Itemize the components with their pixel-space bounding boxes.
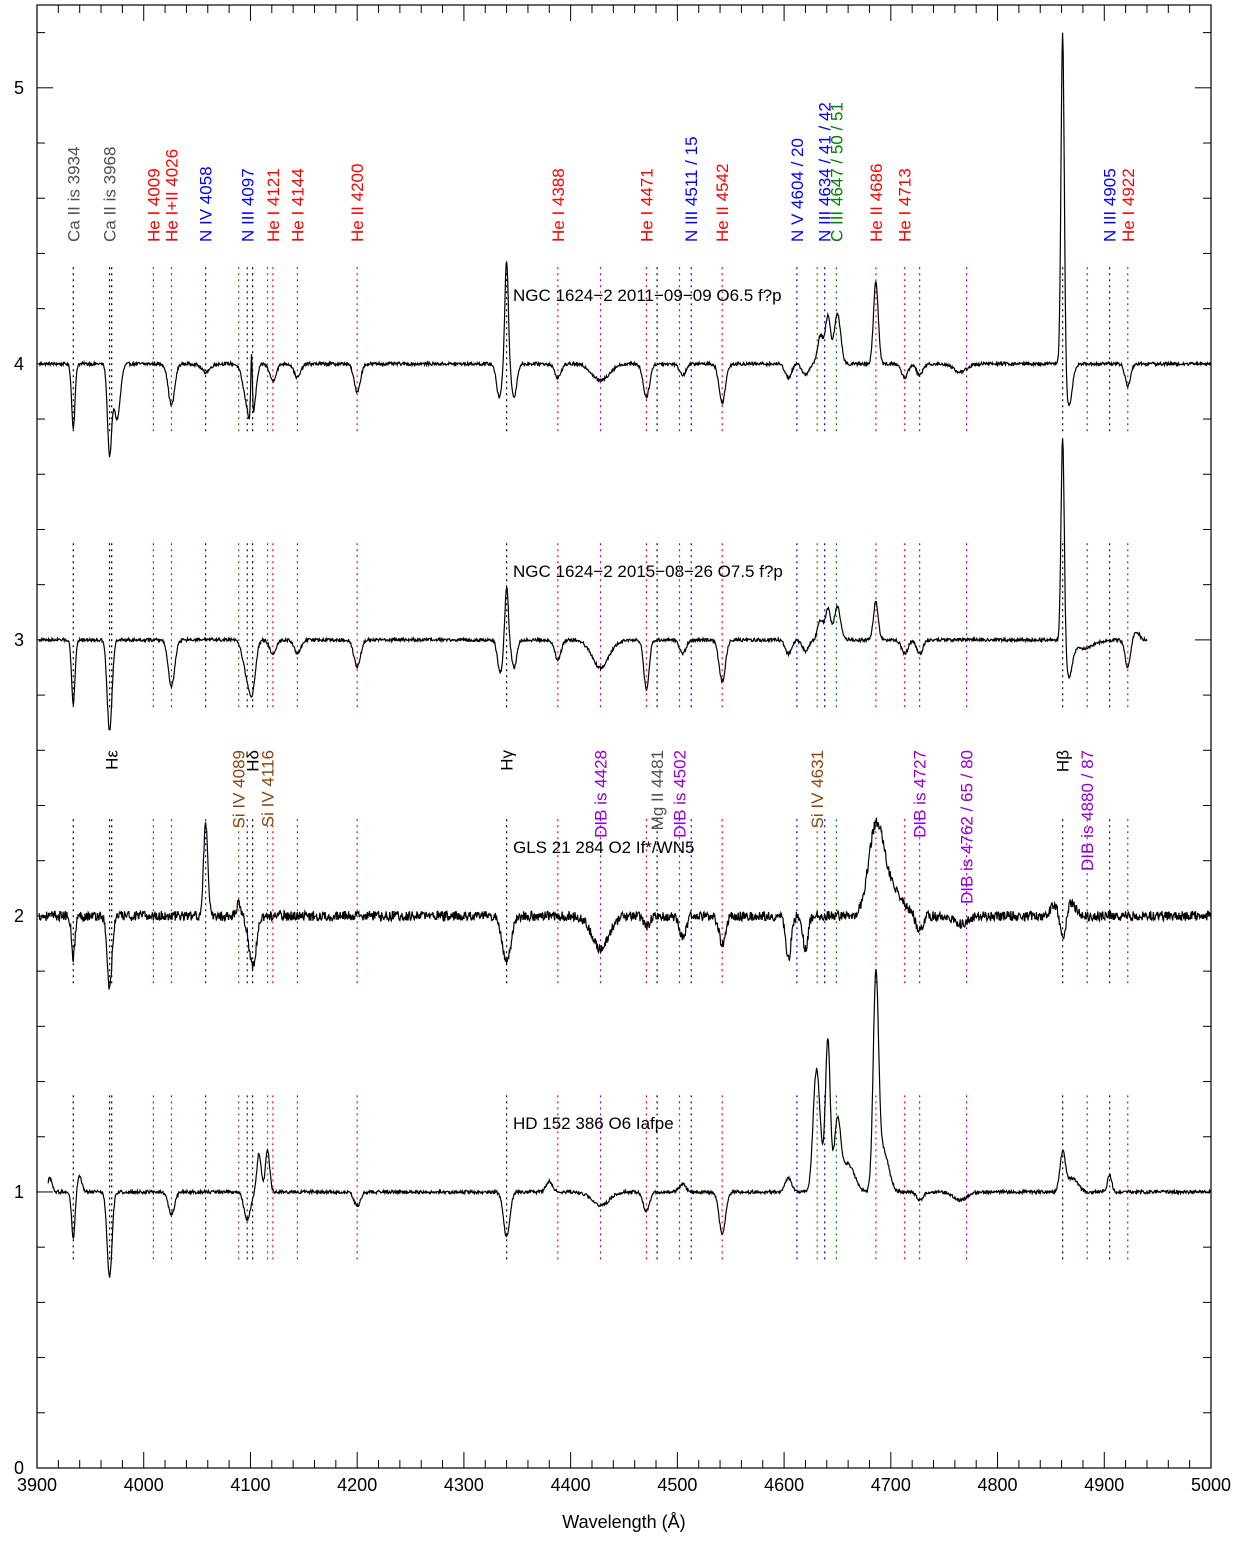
top-line-label: N III 4097 [238,168,257,242]
x-tick-label: 4800 [978,1475,1018,1495]
y-tick-label: 2 [14,906,24,926]
x-tick-label: 4700 [871,1475,911,1495]
top-line-label: He I 4713 [896,168,915,242]
series-titles: NGC 1624−2 2011−09−09 O6.5 f?p NGC 1624−2… [513,286,783,1133]
bottom-line-label: Si IV 4116 [259,750,278,827]
top-line-label: He II 4542 [713,164,732,242]
top-line-label: He I 4388 [549,168,568,242]
bottom-line-label: Si IV 4089 [230,750,249,828]
top-line-label: Ca II is 3968 [101,147,120,242]
top-line-label: Ca II is 3934 [64,147,83,242]
top-line-label: He I 4144 [288,168,307,242]
bottom-line-label: Hε [103,750,122,770]
top-line-label: He I 4471 [637,168,656,242]
spectrum-line [38,438,1148,731]
x-tick-label: 5000 [1191,1475,1231,1495]
y-tick-label: 4 [14,354,24,374]
x-tick-label: 4600 [764,1475,804,1495]
y-tick-label: 0 [14,1458,24,1478]
x-tick-label: 4500 [657,1475,697,1495]
series-title: NGC 1624−2 2011−09−09 O6.5 f?p [513,286,782,305]
bottom-line-label: DIB is 4880 / 87 [1078,750,1097,871]
x-tick-label: 4400 [551,1475,591,1495]
top-line-label: N IV 4058 [197,166,216,242]
top-line-label: N III 4634 / 41 / 42 [816,102,835,242]
x-tick-label: 4200 [337,1475,377,1495]
y-tick-label: 1 [14,1182,24,1202]
y-tick-label: 5 [14,78,24,98]
bottom-line-label: DIB is 4762 / 65 / 80 [958,750,977,904]
line-labels: Ca II is 3934 Ca II is 3968 He I 4009 He I+… [64,102,1137,904]
bottom-line-label: DIB is 4502 [670,750,689,838]
series-title: NGC 1624−2 2015−08−26 O7.5 f?p [513,562,783,581]
spectrum-line [38,817,1212,990]
top-line-label: He I+II 4026 [162,149,181,242]
bottom-line-label: DIB is 4428 [592,750,611,838]
y-tick-label: 3 [14,630,24,650]
top-line-label: N III 4905 [1101,168,1120,242]
series-title: GLS 21 284 O2 If*/WN5 [513,838,694,857]
x-tick-label: 4900 [1084,1475,1124,1495]
bottom-line-label: Si IV 4631 [808,750,827,828]
bottom-line-label: Hγ [498,750,517,771]
top-line-label: N V 4604 / 20 [788,138,807,242]
axis-ticks: 3900 4000 4100 4200 4300 4400 4500 4600 4700 4800… [14,5,1231,1495]
x-tick-label: 4100 [230,1475,270,1495]
top-line-label: He II 4200 [348,164,367,242]
top-line-label: He I 4009 [144,168,163,242]
x-tick-label: 4300 [444,1475,484,1495]
top-line-label: N III 4511 / 15 [682,136,701,242]
spectrum-line [38,32,1212,458]
x-tick-label: 4000 [124,1475,164,1495]
bottom-line-label: Hβ [1054,750,1073,772]
top-line-label: He II 4686 [867,164,886,242]
spectrum-line [47,969,1212,1278]
top-line-label: He I 4121 [264,168,283,242]
series-title: HD 152 386 O6 Iafpe [513,1114,674,1133]
top-line-label: He I 4922 [1119,168,1138,242]
x-axis-label: Wavelength (Å) [562,1512,685,1532]
bottom-line-label: Mg II 4481 [648,750,667,830]
bottom-line-label: DIB is 4727 [911,750,930,838]
top-line-label: C III 4647 / 50 / 51 [827,102,846,242]
x-tick-label: 3900 [17,1475,57,1495]
spectra-lines [38,32,1212,1278]
line-markers [72,267,1129,1261]
plot-frame [36,4,1212,1469]
bottom-line-label: Hδ [244,750,263,772]
